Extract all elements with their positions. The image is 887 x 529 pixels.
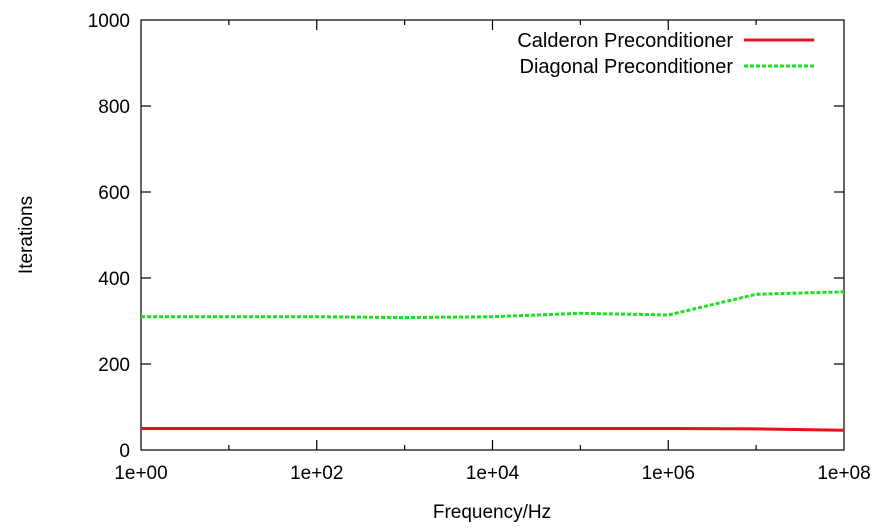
legend-label: Diagonal Preconditioner: [520, 56, 734, 78]
x-axis: 1e+00 1e+02 1e+04 1e+06 1e+08: [114, 20, 871, 484]
series-line-diagonal-preconditioner: [141, 290, 845, 320]
series-layer: [141, 290, 845, 432]
x-tick-label: 1e+08: [817, 463, 870, 484]
legend: Calderon Preconditioner Diagonal Precondi…: [517, 30, 814, 78]
legend-label: Calderon Preconditioner: [517, 30, 733, 52]
x-axis-label: Frequency/Hz: [433, 502, 551, 523]
y-tick-label: 1000: [88, 11, 130, 32]
series-line-calderon-preconditioner: [141, 427, 845, 432]
y-tick-label: 400: [98, 269, 130, 290]
x-tick-label: 1e+06: [642, 463, 695, 484]
x-tick-label: 1e+04: [466, 463, 520, 484]
y-tick-label: 800: [98, 97, 130, 118]
plot-frame: [140, 19, 845, 451]
y-tick-label: 200: [98, 355, 130, 376]
y-axis: 0 200 400 600 800 1000: [88, 11, 844, 462]
y-axis-label: Iterations: [16, 196, 37, 274]
y-tick-label: 600: [98, 183, 130, 204]
y-tick-label: 0: [119, 441, 130, 462]
x-tick-label: 1e+02: [290, 463, 343, 484]
x-tick-label: 1e+00: [114, 463, 167, 484]
